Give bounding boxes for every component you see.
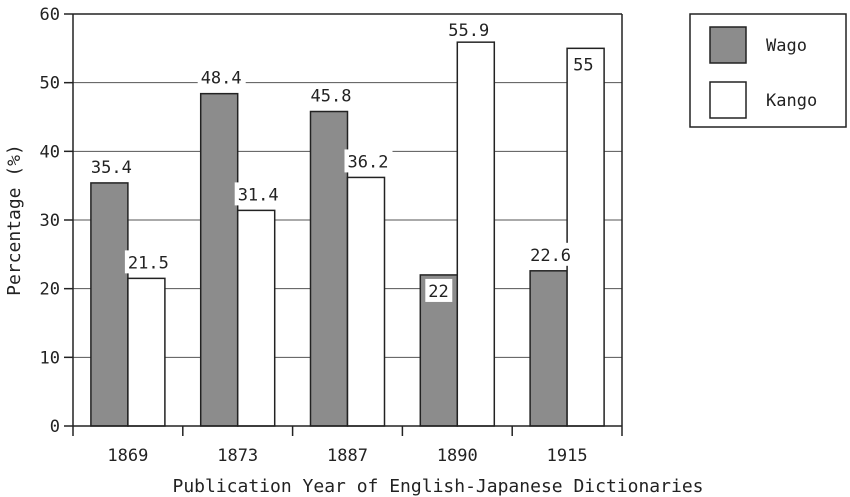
- data-label-wago-1890: 22: [425, 278, 453, 302]
- data-label-kango-1873: 31.4: [234, 182, 283, 206]
- y-tick-label: 20: [40, 280, 60, 300]
- y-tick-label: 0: [50, 417, 60, 437]
- legend-swatch-kango: [709, 81, 747, 119]
- x-tick-label: 1873: [217, 446, 258, 466]
- data-label-text: 55.9: [448, 21, 489, 41]
- legend-label-wago: Wago: [766, 36, 807, 56]
- y-tick-label: 30: [40, 211, 60, 231]
- y-tick-label: 10: [40, 348, 60, 368]
- x-tick-label: 1869: [107, 446, 148, 466]
- data-labels: 35.4 21.5 48.4 31.4 45.8 36.2 22 55.9 22.6 55: [87, 18, 598, 302]
- data-label-text: 48.4: [201, 69, 242, 89]
- bars: [90, 41, 605, 427]
- data-label-text: 35.4: [91, 158, 132, 178]
- data-label-bg: [425, 278, 453, 302]
- legend-label-kango: Kango: [766, 91, 817, 111]
- data-label-bg: [197, 65, 246, 89]
- y-tick-label: 40: [40, 142, 60, 162]
- bar-wago-1869: [90, 182, 129, 427]
- data-label-text: 55: [573, 55, 593, 75]
- data-label-kango-1890: 55.9: [445, 18, 494, 42]
- data-label-wago-1915: 22.6: [527, 242, 576, 266]
- x-tick-label: 1915: [547, 446, 588, 466]
- legend: Wago Kango: [689, 13, 847, 128]
- bar-wago-1873: [199, 92, 239, 427]
- legend-swatch-wago: [709, 26, 747, 64]
- axes: 0 10 20 30 40 50 60 1869 1873 1887 1890 1915: [40, 5, 623, 466]
- data-label-wago-1869: 35.4: [87, 154, 136, 178]
- data-label-bg: [344, 149, 393, 173]
- data-label-text: 45.8: [311, 87, 352, 107]
- data-label-kango-1887: 36.2: [344, 149, 393, 173]
- y-tick-label: 50: [40, 74, 60, 94]
- data-label-bg: [124, 250, 173, 274]
- data-label-text: 21.5: [128, 253, 169, 273]
- data-label-bg: [307, 83, 356, 107]
- x-tick-label: 1890: [437, 446, 478, 466]
- data-label-kango-1915: 55: [570, 52, 598, 76]
- data-label-bg: [527, 242, 576, 266]
- data-label-wago-1873: 48.4: [197, 65, 246, 89]
- data-label-kango-1869: 21.5: [124, 250, 173, 274]
- data-label-bg: [87, 154, 136, 178]
- data-label-bg: [570, 52, 598, 76]
- bar-kango-1890: [456, 41, 496, 427]
- x-axis-title: Publication Year of English-Japanese Dic…: [172, 476, 703, 497]
- y-axis-title: Percentage (%): [4, 144, 25, 296]
- y-tick-label: 60: [40, 5, 60, 25]
- data-label-text: 22: [428, 282, 448, 302]
- data-label-text: 31.4: [238, 185, 279, 205]
- data-label-bg: [445, 18, 494, 42]
- data-label-wago-1887: 45.8: [307, 83, 356, 107]
- data-label-bg: [234, 182, 283, 206]
- bar-wago-1915: [529, 270, 568, 427]
- x-tick-label: 1887: [327, 446, 368, 466]
- bar-kango-1873: [236, 209, 276, 427]
- bar-kango-1869: [127, 277, 166, 427]
- data-label-text: 22.6: [530, 246, 571, 266]
- bar-wago-1887: [309, 110, 349, 427]
- bar-kango-1915: [566, 47, 605, 427]
- data-label-text: 36.2: [348, 152, 389, 172]
- bar-kango-1887: [346, 176, 386, 427]
